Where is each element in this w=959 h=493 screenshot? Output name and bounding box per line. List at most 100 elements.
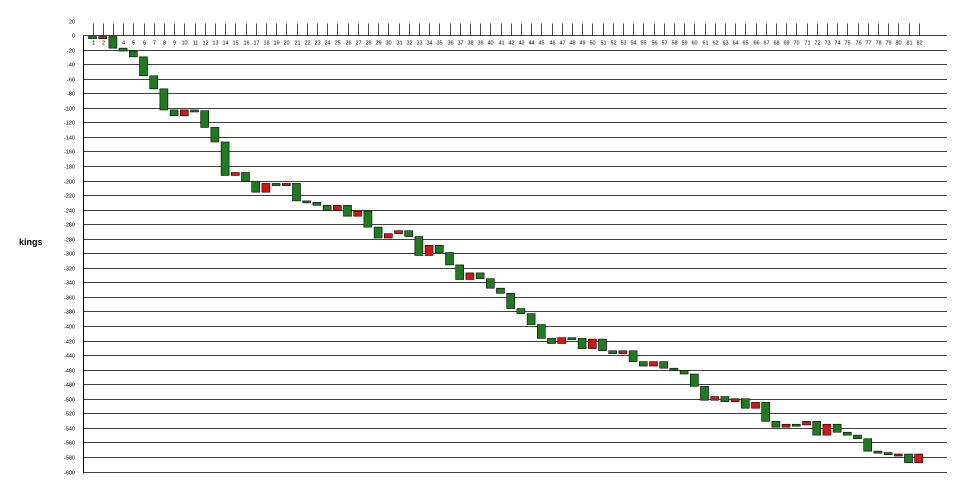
x-tick-label: 22 (304, 41, 310, 47)
x-tick-label: 23 (314, 41, 320, 47)
candle (598, 338, 607, 352)
candle (465, 272, 475, 280)
candle (577, 338, 587, 349)
candle (638, 361, 648, 367)
x-tick-label: 80 (895, 41, 901, 47)
x-tick-label: 21 (294, 41, 300, 47)
x-tick-label: 56 (651, 41, 657, 47)
x-tick-label: 70 (793, 41, 799, 47)
candle (720, 396, 730, 402)
y-tick-label: -80 (67, 92, 75, 98)
x-tick-label: 53 (620, 41, 626, 47)
candle (414, 236, 424, 256)
x-tick-label: 44 (528, 41, 534, 47)
x-tick-label: 72 (814, 41, 820, 47)
candle (373, 226, 383, 239)
x-tick-label: 4 (122, 41, 125, 47)
candle (689, 373, 699, 387)
y-tick-label: -120 (64, 121, 75, 127)
x-tick-label: 15 (232, 41, 238, 47)
candle (516, 308, 526, 314)
candle (118, 47, 128, 52)
candle (791, 423, 801, 427)
candle (893, 453, 903, 457)
x-tick-label: 26 (345, 41, 351, 47)
candle (302, 200, 312, 204)
candle (659, 361, 669, 369)
candle (159, 88, 169, 111)
x-tick-label: 6 (143, 41, 146, 47)
candle (424, 244, 434, 256)
candle (700, 386, 709, 401)
x-tick-label: 17 (253, 41, 259, 47)
candle (475, 272, 485, 280)
y-tick-label: -160 (64, 150, 75, 156)
y-tick-label: -200 (64, 180, 75, 186)
candles (88, 36, 924, 464)
candle (383, 233, 393, 239)
candle (853, 434, 862, 440)
x-tick-label: 66 (753, 41, 759, 47)
x-tick-label: 20 (283, 41, 289, 47)
candle (863, 438, 873, 452)
candle (129, 50, 138, 58)
x-tick-label: 77 (865, 41, 871, 47)
x-tick-label: 78 (875, 41, 881, 47)
candle (587, 338, 597, 349)
x-tick-label: 60 (691, 41, 697, 47)
y-tick-label: -140 (64, 136, 75, 142)
candle (710, 396, 720, 401)
candle (506, 292, 516, 309)
candle (281, 183, 291, 186)
x-tick-label: 41 (498, 41, 504, 47)
x-tick-label: 1 (92, 41, 95, 47)
candle (149, 75, 158, 90)
y-tick-label: -480 (64, 383, 75, 389)
candle (740, 398, 750, 409)
x-tick-label: 55 (640, 41, 646, 47)
y-tick-label: -320 (64, 267, 75, 273)
x-tick-label: 37 (457, 41, 463, 47)
y-tick-label: -400 (64, 325, 75, 331)
candle (679, 370, 689, 375)
candle (98, 36, 107, 39)
y-tick-label: -40 (67, 63, 75, 69)
x-tick-label: 43 (518, 41, 524, 47)
x-tick-label: 31 (396, 41, 402, 47)
y-tick-label: -280 (64, 238, 75, 244)
x-tick-label: 82 (916, 41, 922, 47)
candle (363, 210, 373, 228)
candle (139, 56, 148, 77)
y-tick-label: -580 (64, 456, 75, 462)
x-tick-label: 51 (600, 41, 606, 47)
x-tick-label: 40 (487, 41, 493, 47)
x-tick-label: 2 (102, 41, 105, 47)
x-tick-label: 67 (763, 41, 769, 47)
x-tick-label: 9 (173, 41, 176, 47)
x-tick-label: 35 (436, 41, 442, 47)
x-tick-label: 27 (355, 41, 361, 47)
candle (751, 402, 760, 409)
candle (332, 204, 342, 211)
x-tick-label: 49 (579, 41, 585, 47)
y-tick-label: -300 (64, 252, 75, 258)
y-tick-label: -500 (64, 398, 75, 404)
x-tick-label: 57 (661, 41, 667, 47)
x-tick-label: 45 (538, 41, 544, 47)
candle (873, 450, 883, 454)
candle (618, 350, 628, 354)
x-tick-label: 69 (783, 41, 789, 47)
y-axis-label: kings (19, 237, 43, 247)
candle (608, 350, 618, 354)
candle (842, 431, 852, 436)
candle (567, 337, 577, 340)
x-tick-label: 62 (712, 41, 718, 47)
candle (536, 324, 546, 339)
candle (394, 230, 403, 234)
candle (190, 109, 199, 113)
candle (904, 453, 913, 464)
x-tick-label: 76 (855, 41, 861, 47)
x-tick-label: 29 (375, 41, 381, 47)
candle (180, 109, 189, 117)
